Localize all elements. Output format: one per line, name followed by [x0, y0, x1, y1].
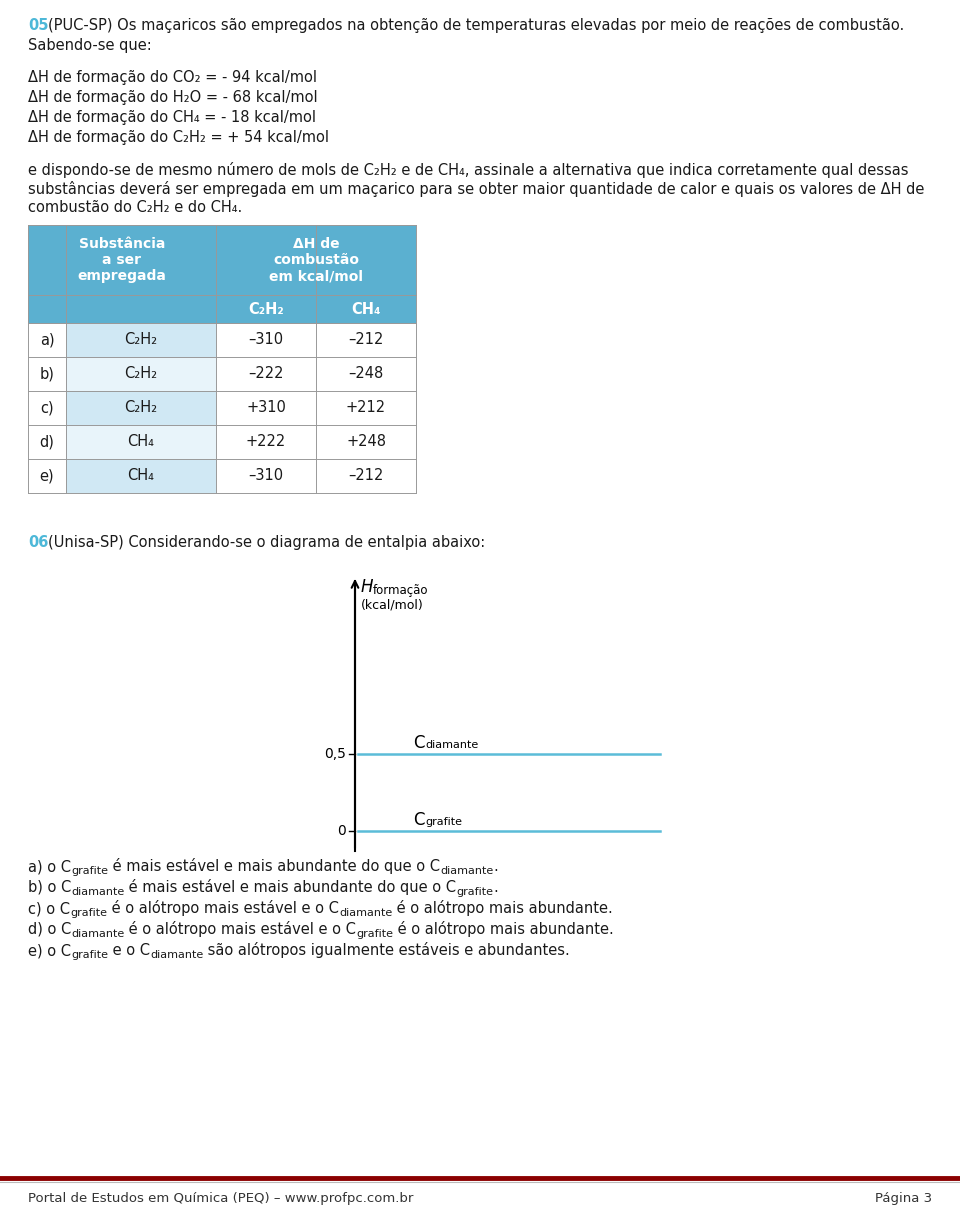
Text: ΔH de formação do C₂H₂ = + 54 kcal/mol: ΔH de formação do C₂H₂ = + 54 kcal/mol — [28, 130, 329, 145]
Text: é mais estável e mais abundante do que o C: é mais estável e mais abundante do que o… — [108, 857, 440, 874]
Bar — [216, 295, 316, 323]
Text: ΔH de
combustão
em kcal/mol: ΔH de combustão em kcal/mol — [269, 236, 363, 283]
Text: –310: –310 — [249, 468, 283, 484]
Text: é mais estável e mais abundante do que o C: é mais estável e mais abundante do que o… — [125, 879, 457, 895]
Text: a): a) — [39, 333, 55, 347]
Text: e dispondo-se de mesmo número de mols de C₂H₂ e de CH₄, assinale a alternativa q: e dispondo-se de mesmo número de mols de… — [28, 162, 908, 178]
Text: grafite: grafite — [71, 950, 108, 960]
Text: .: . — [493, 859, 498, 874]
Text: b): b) — [39, 367, 55, 381]
Bar — [216, 357, 316, 391]
Text: combustão do C₂H₂ e do CH₄.: combustão do C₂H₂ e do CH₄. — [28, 200, 242, 215]
Text: a) o C: a) o C — [28, 859, 71, 874]
Text: c) o C: c) o C — [28, 901, 70, 917]
Text: C₂H₂: C₂H₂ — [125, 333, 157, 347]
Text: Página 3: Página 3 — [875, 1192, 932, 1205]
Text: Portal de Estudos em Química (PEQ) – www.profpc.com.br: Portal de Estudos em Química (PEQ) – www… — [28, 1192, 414, 1205]
Text: CH₄: CH₄ — [128, 468, 155, 484]
Text: é o alótropo mais abundante.: é o alótropo mais abundante. — [392, 900, 612, 917]
Bar — [28, 459, 66, 493]
Text: ΔH de formação do H₂O = - 68 kcal/mol: ΔH de formação do H₂O = - 68 kcal/mol — [28, 90, 318, 105]
Text: –212: –212 — [348, 468, 384, 484]
Text: C₂H₂: C₂H₂ — [248, 302, 284, 316]
Bar — [316, 425, 416, 459]
Text: são alótropos igualmente estáveis e abundantes.: são alótropos igualmente estáveis e abun… — [204, 942, 570, 958]
Bar — [28, 357, 66, 391]
Bar — [28, 391, 66, 425]
Text: substâncias deverá ser empregada em um maçarico para se obter maior quantidade d: substâncias deverá ser empregada em um m… — [28, 181, 924, 197]
Text: CH₄: CH₄ — [351, 302, 381, 316]
Text: b) o C: b) o C — [28, 880, 71, 895]
Text: grafite: grafite — [356, 929, 394, 939]
Text: (Unisa-SP) Considerando-se o diagrama de entalpia abaixo:: (Unisa-SP) Considerando-se o diagrama de… — [48, 535, 485, 550]
Bar — [316, 323, 416, 357]
Text: 0: 0 — [337, 824, 346, 838]
Text: e) o C: e) o C — [28, 943, 71, 958]
Text: d) o C: d) o C — [28, 923, 71, 937]
Bar — [28, 425, 66, 459]
Text: é o alótropo mais abundante.: é o alótropo mais abundante. — [394, 921, 614, 937]
Bar — [216, 226, 416, 295]
Bar — [316, 357, 416, 391]
Bar — [316, 391, 416, 425]
Text: C: C — [413, 734, 424, 753]
Text: Substância
a ser
empregada: Substância a ser empregada — [78, 236, 166, 283]
Text: H: H — [361, 578, 373, 596]
Text: diamante: diamante — [440, 866, 493, 876]
Text: +222: +222 — [246, 434, 286, 450]
Text: grafite: grafite — [71, 866, 108, 876]
Text: C₂H₂: C₂H₂ — [125, 400, 157, 416]
Text: Sabendo-se que:: Sabendo-se que: — [28, 39, 152, 53]
Text: diamante: diamante — [339, 908, 392, 918]
Text: 0,5: 0,5 — [324, 747, 346, 761]
Bar — [216, 425, 316, 459]
Text: diamante: diamante — [71, 886, 125, 897]
Text: e o C: e o C — [108, 943, 150, 958]
Bar — [316, 295, 416, 323]
Text: (PUC-SP) Os maçaricos são empregados na obtenção de temperaturas elevadas por me: (PUC-SP) Os maçaricos são empregados na … — [48, 18, 904, 33]
Text: diamante: diamante — [71, 929, 125, 939]
Text: é o alótropo mais estável e o C: é o alótropo mais estável e o C — [107, 900, 339, 917]
Text: grafite: grafite — [457, 886, 493, 897]
Text: +212: +212 — [346, 400, 386, 416]
Text: –310: –310 — [249, 333, 283, 347]
Text: formação: formação — [373, 584, 428, 597]
Bar — [216, 323, 316, 357]
Text: e): e) — [39, 468, 55, 484]
Text: c): c) — [40, 400, 54, 416]
Bar — [66, 357, 216, 391]
Text: diamante: diamante — [150, 950, 204, 960]
Text: ΔH de formação do CH₄ = - 18 kcal/mol: ΔH de formação do CH₄ = - 18 kcal/mol — [28, 110, 316, 125]
Text: d): d) — [39, 434, 55, 450]
Text: é o alótropo mais estável e o C: é o alótropo mais estável e o C — [125, 921, 356, 937]
Text: C₂H₂: C₂H₂ — [125, 367, 157, 381]
Text: .: . — [493, 880, 498, 895]
Text: (kcal/mol): (kcal/mol) — [361, 598, 423, 611]
Bar — [66, 323, 216, 357]
Text: ΔH de formação do CO₂ = - 94 kcal/mol: ΔH de formação do CO₂ = - 94 kcal/mol — [28, 70, 317, 84]
Text: 05: 05 — [28, 18, 49, 33]
Text: +310: +310 — [246, 400, 286, 416]
Text: +248: +248 — [346, 434, 386, 450]
Text: –222: –222 — [249, 367, 284, 381]
Bar — [216, 391, 316, 425]
Text: 06: 06 — [28, 535, 48, 550]
Text: grafite: grafite — [70, 908, 107, 918]
Text: CH₄: CH₄ — [128, 434, 155, 450]
Text: grafite: grafite — [425, 816, 462, 827]
Bar — [66, 425, 216, 459]
Bar — [216, 459, 316, 493]
Bar — [316, 459, 416, 493]
Text: –248: –248 — [348, 367, 384, 381]
Bar — [66, 391, 216, 425]
Bar — [28, 295, 216, 323]
Bar — [28, 226, 216, 295]
Text: C: C — [413, 810, 424, 829]
Bar — [66, 459, 216, 493]
Text: –212: –212 — [348, 333, 384, 347]
Text: diamante: diamante — [425, 740, 478, 750]
Bar — [28, 323, 66, 357]
